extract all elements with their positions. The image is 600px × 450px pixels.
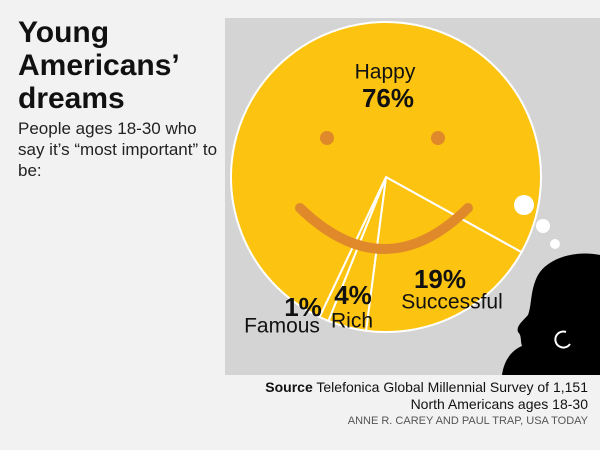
pie-slice xyxy=(230,21,542,319)
earring xyxy=(554,330,571,349)
thought-bubbles xyxy=(514,195,560,249)
face xyxy=(295,131,473,254)
eye xyxy=(431,131,445,145)
title: Young Americans’ dreams xyxy=(18,16,179,115)
bubble xyxy=(514,195,534,215)
pie xyxy=(230,21,542,333)
source-text: Telefonica Global Millennial Survey of 1… xyxy=(316,379,588,412)
value-label: 76% xyxy=(362,83,414,113)
credit: ANNE R. CAREY AND PAUL TRAP, USA TODAY xyxy=(347,415,588,427)
bubble xyxy=(550,239,560,249)
category-label: Rich xyxy=(331,310,373,333)
subtitle: People ages 18-30 who say it’s “most imp… xyxy=(18,119,218,180)
labels: 19%Successful 4%Rich 1%Famous 76%Happy xyxy=(244,61,503,338)
bubble xyxy=(536,219,550,233)
source: Source Telefonica Global Millennial Surv… xyxy=(228,379,588,413)
category-label: Happy xyxy=(355,61,416,84)
source-label: Source xyxy=(265,379,313,395)
smile xyxy=(295,203,473,254)
category-label: Famous xyxy=(244,315,320,338)
category-label: Successful xyxy=(401,291,503,314)
pie-slice xyxy=(364,175,523,333)
value-label: 19% xyxy=(414,264,466,294)
silhouette xyxy=(502,253,600,375)
value-label: 1% xyxy=(284,292,322,322)
value-label: 4% xyxy=(334,280,372,310)
eye xyxy=(320,131,334,145)
